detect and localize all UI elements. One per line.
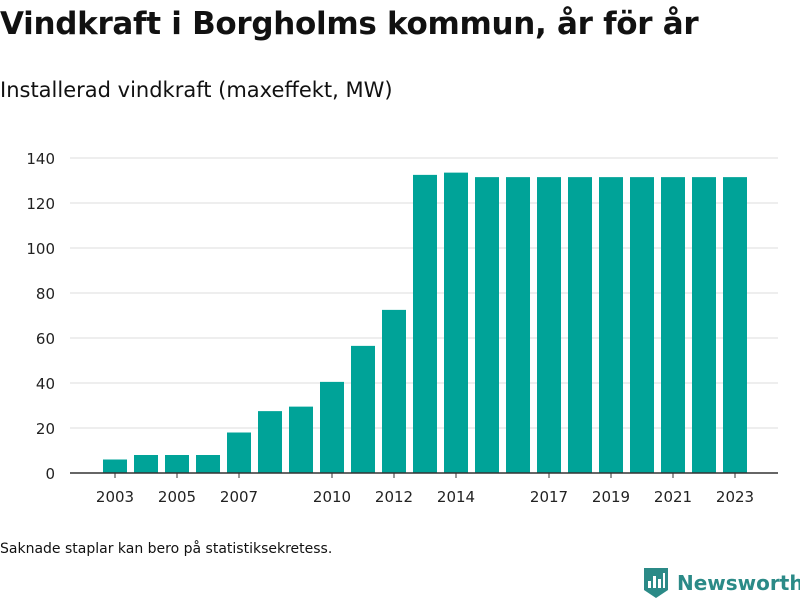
bar-2022 [692, 177, 716, 473]
bar-2008 [258, 411, 282, 473]
y-tick-label: 20 [36, 420, 55, 438]
chart-subtitle: Installerad vindkraft (maxeffekt, MW) [0, 78, 393, 102]
bar-2010 [320, 381, 344, 473]
bar-2011 [351, 345, 375, 473]
bar-2013 [413, 174, 437, 473]
bar-2018 [568, 177, 592, 473]
newsworthy-brand[interactable]: Newsworthy [644, 568, 800, 598]
bar-2012 [382, 309, 406, 473]
bar-2014 [444, 172, 468, 473]
chart-title: Vindkraft i Borgholms kommun, år för år [0, 6, 699, 42]
bar-2004 [134, 455, 158, 473]
y-tick-label: 120 [26, 195, 55, 213]
bar-2016 [506, 177, 530, 473]
bar-2009 [289, 406, 313, 473]
bar-2015 [475, 177, 499, 473]
y-tick-label: 80 [36, 285, 55, 303]
bar-2021 [661, 177, 685, 473]
x-tick-label: 2014 [437, 488, 475, 506]
bar-chart-logo-icon [644, 568, 668, 598]
x-tick-label: 2003 [96, 488, 134, 506]
x-tick-label: 2019 [592, 488, 630, 506]
bar-2017 [537, 177, 561, 473]
x-tick-label: 2005 [158, 488, 196, 506]
y-tick-label: 0 [45, 465, 55, 483]
bar-2003 [103, 459, 127, 473]
bar-2005 [165, 455, 189, 473]
bar-2023 [723, 177, 747, 473]
bar-2006 [196, 455, 220, 473]
bar-2019 [599, 177, 623, 473]
x-tick-label: 2023 [716, 488, 754, 506]
bars [103, 172, 747, 473]
x-tick-label: 2012 [375, 488, 413, 506]
y-tick-label: 100 [26, 240, 55, 258]
y-tick-label: 140 [26, 150, 55, 168]
x-tick-label: 2021 [654, 488, 692, 506]
x-tick-label: 2007 [220, 488, 258, 506]
x-tick-label: 2017 [530, 488, 568, 506]
y-tick-label: 40 [36, 375, 55, 393]
brand-name: Newsworthy [677, 571, 800, 595]
footnote: Saknade staplar kan bero på statistiksek… [0, 541, 333, 557]
bar-2020 [630, 177, 654, 473]
bar-2007 [227, 432, 251, 473]
x-tick-label: 2010 [313, 488, 351, 506]
x-axis-tick-labels: 2003 2005 2007 2010 2012 2014 2017 2019 2021 2023 [96, 473, 754, 506]
y-axis-tick-labels: 0 20 40 60 80 100 120 140 [26, 150, 55, 483]
y-tick-label: 60 [36, 330, 55, 348]
